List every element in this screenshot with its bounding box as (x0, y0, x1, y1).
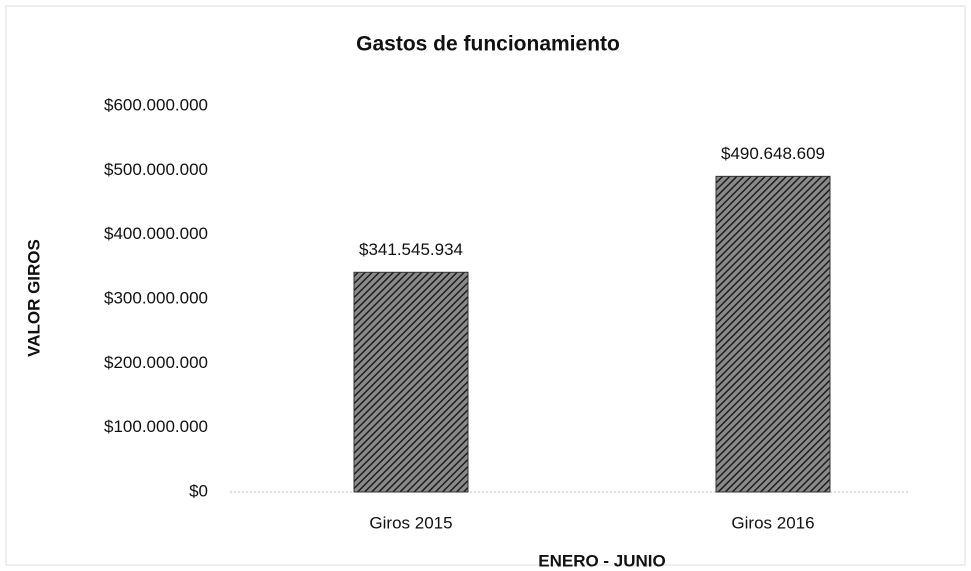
x-axis-title: ENERO - JUNIO (538, 551, 666, 570)
x-tick-label: Giros 2016 (731, 513, 814, 532)
x-tick-label: Giros 2015 (369, 513, 452, 532)
y-tick-label: $500.000.000 (104, 160, 208, 179)
y-tick-label: $400.000.000 (104, 224, 208, 243)
chart-title: Gastos de funcionamiento (356, 33, 620, 56)
y-tick-label: $100.000.000 (104, 417, 208, 436)
y-axis-title: VALOR GIROS (24, 239, 43, 357)
data-label: $490.648.609 (721, 144, 825, 163)
bar (715, 175, 831, 493)
chart-frame (5, 5, 966, 566)
y-tick-label: $0 (189, 481, 208, 500)
y-tick-label: $300.000.000 (104, 288, 208, 307)
bar (353, 271, 469, 493)
y-tick-label: $600.000.000 (104, 95, 208, 114)
y-tick-label: $200.000.000 (104, 353, 208, 372)
data-label: $341.545.934 (359, 240, 463, 259)
